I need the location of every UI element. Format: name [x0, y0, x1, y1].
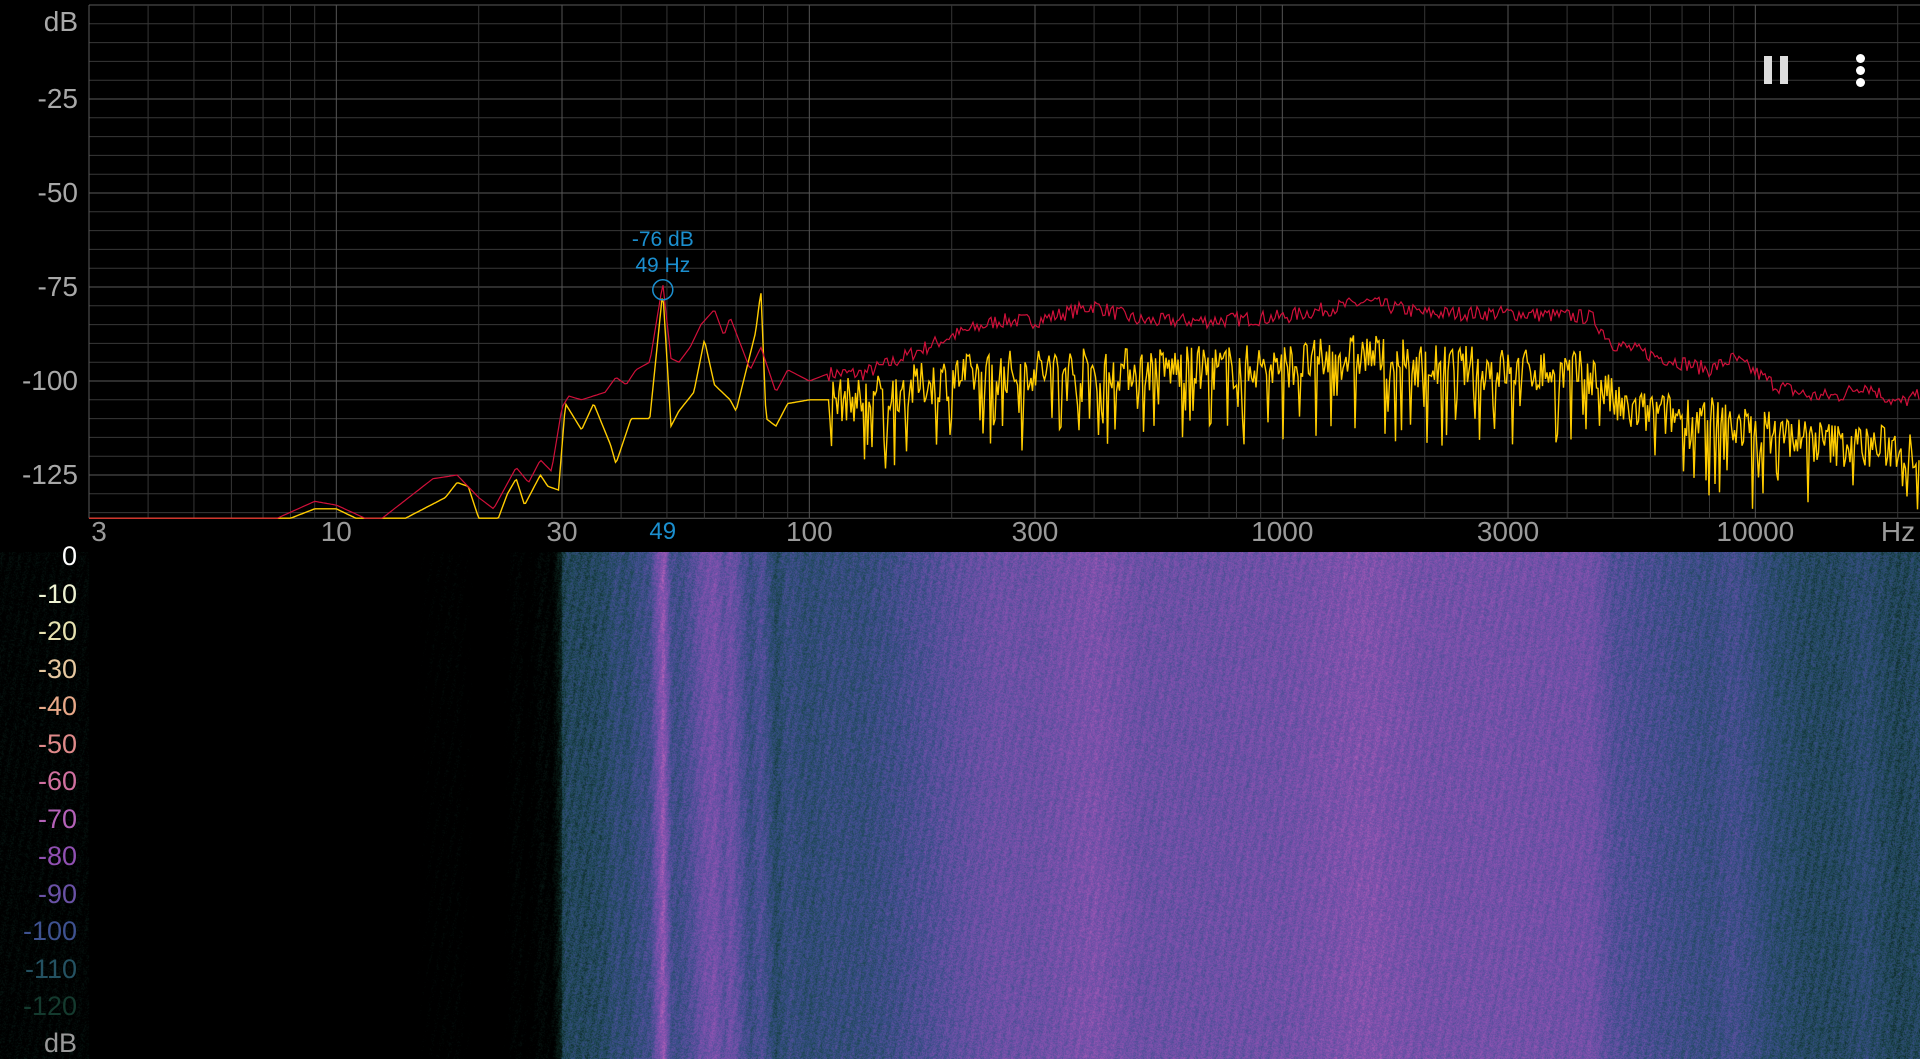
pause-button[interactable] — [1752, 48, 1800, 92]
x-tick-label: 10000 — [1716, 516, 1795, 547]
color-scale-label: -20 — [37, 616, 77, 646]
peak-db-label: -76 dB — [631, 228, 694, 251]
more-options-button[interactable] — [1840, 46, 1880, 94]
color-scale-label: -30 — [37, 653, 77, 684]
x-unit-label: Hz — [1880, 516, 1916, 547]
pause-icon — [1780, 56, 1788, 84]
y-tick-label: -25 — [37, 83, 78, 114]
spectrogram-unit-label: dB — [43, 1028, 77, 1058]
y-tick-label: -100 — [21, 365, 78, 396]
x-tick-label: 10 — [320, 516, 352, 547]
color-scale-label: -90 — [37, 878, 77, 909]
color-scale-label: -110 — [24, 953, 77, 984]
y-tick-label: -125 — [21, 459, 78, 490]
peak-axis-label: 49 — [649, 518, 677, 545]
y-tick-label: -75 — [37, 271, 78, 302]
spectrogram[interactable] — [0, 552, 1920, 1059]
x-tick-label: 100 — [785, 516, 833, 547]
more-vert-icon — [1856, 54, 1865, 63]
x-tick-label: 300 — [1011, 516, 1059, 547]
more-vert-icon — [1856, 78, 1865, 87]
color-scale-label: -10 — [37, 578, 77, 609]
x-tick-label: 30 — [546, 516, 578, 547]
pause-icon — [1764, 56, 1772, 84]
y-tick-label: -50 — [37, 177, 78, 208]
more-vert-icon — [1856, 66, 1865, 75]
color-scale-label: -70 — [37, 803, 77, 834]
x-tick-label: 1000 — [1251, 516, 1314, 547]
peak-hz-label: 49 Hz — [635, 254, 691, 277]
color-scale-label: -50 — [37, 728, 77, 759]
color-scale-label: -60 — [37, 766, 77, 796]
spectrum-chart[interactable] — [0, 0, 1920, 552]
color-scale-label: -80 — [37, 841, 77, 871]
color-scale-label: -100 — [22, 916, 77, 946]
x-tick-label: 3 — [91, 516, 107, 547]
current-series-line — [89, 293, 1920, 519]
spectrum-lines — [89, 285, 1920, 519]
color-scale-label: -40 — [37, 691, 77, 721]
y-unit-label: dB — [43, 6, 78, 37]
color-scale-label: 0 — [61, 541, 77, 571]
x-tick-label: 3000 — [1476, 516, 1540, 547]
color-scale-label: -120 — [22, 991, 77, 1021]
peak-hold-series-line — [89, 285, 1920, 519]
peak-marker — [652, 279, 674, 301]
grid — [88, 4, 1920, 519]
